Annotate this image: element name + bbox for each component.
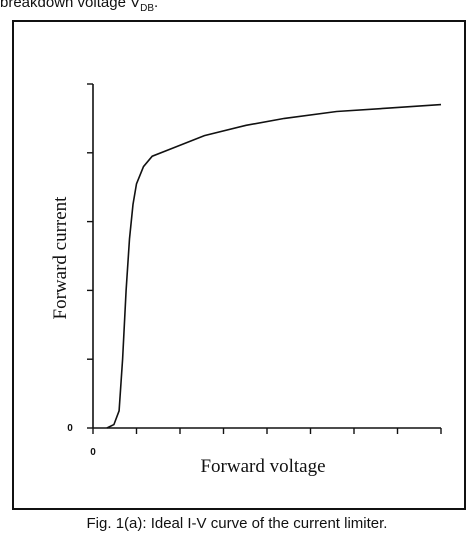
- header-fragment: breakdown voltage VDB.: [0, 0, 158, 14]
- x-axis-label: Forward voltage: [200, 456, 325, 477]
- header-subscript: DB: [140, 3, 154, 14]
- axes: [92, 84, 441, 429]
- figure-frame: [12, 20, 466, 510]
- header-suffix: .: [154, 0, 159, 11]
- header-text: breakdown voltage V: [0, 0, 141, 11]
- ticks: [87, 83, 442, 434]
- figure-caption: Fig. 1(a): Ideal I-V curve of the curren…: [86, 515, 388, 532]
- x-tick-label-zero: 0: [90, 447, 96, 458]
- y-axis-label: Forward current: [50, 196, 71, 320]
- iv-curve-line: [106, 103, 442, 429]
- y-tick-label-zero: 0: [67, 423, 73, 434]
